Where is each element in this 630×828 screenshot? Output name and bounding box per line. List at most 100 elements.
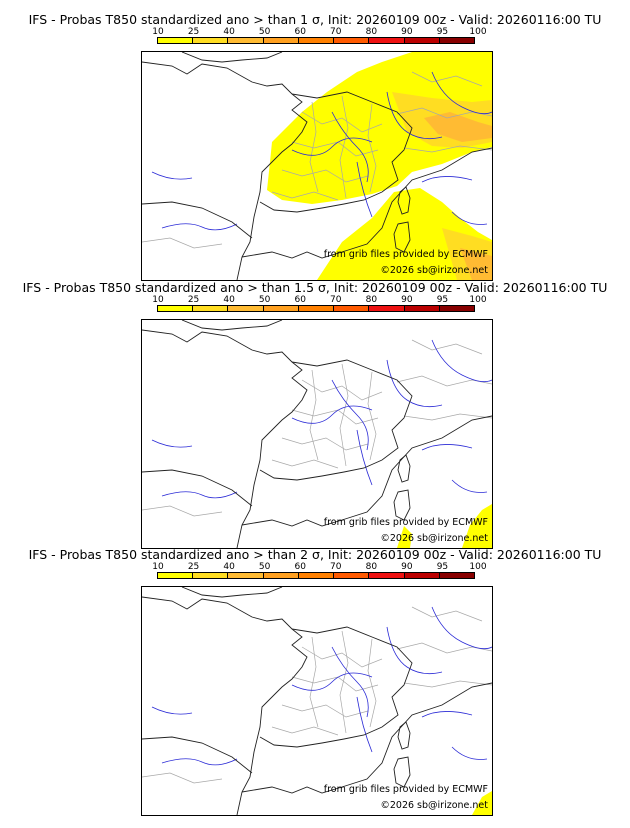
admin-boundary (142, 505, 223, 517)
probability-area (267, 52, 492, 204)
river-line (161, 758, 238, 766)
island-outline (397, 186, 411, 215)
scale-label: 40 (223, 295, 235, 305)
probability-area (397, 526, 412, 548)
island-outline (397, 454, 411, 483)
panel-title: IFS - Probas T850 standardized ano > tha… (22, 280, 608, 295)
admin-boundary (411, 606, 483, 622)
colorbar-segment (263, 38, 299, 43)
scale-label: 90 (401, 562, 413, 572)
river-line (431, 71, 492, 115)
scale-label: 50 (258, 27, 271, 37)
coastline (181, 52, 283, 63)
coastline (142, 201, 253, 239)
coastline (142, 329, 308, 548)
colorbar-segment (334, 573, 370, 578)
admin-boundary (403, 413, 492, 421)
admin-boundary (142, 772, 223, 784)
colorbar-segment (228, 38, 264, 43)
river-line (451, 746, 488, 760)
colorbar-segment (158, 573, 194, 578)
island-outline (393, 221, 411, 253)
scale-label: 70 (330, 562, 342, 572)
river-line (291, 405, 373, 424)
admin-boundary (271, 191, 339, 201)
river-line (151, 171, 193, 180)
colorbar-segment (298, 573, 335, 578)
admin-boundary (281, 437, 369, 451)
river-line (451, 211, 488, 225)
scale-label: 90 (401, 295, 413, 305)
admin-boundary (271, 726, 339, 736)
copyright-credit: ©2026 sb@irizone.net (380, 533, 488, 544)
river-line (151, 439, 193, 448)
admin-boundary (339, 363, 349, 467)
source-credit: from grib files provided by ECMWF (323, 517, 488, 528)
source-credit: from grib files provided by ECMWF (323, 784, 488, 795)
admin-boundary (411, 71, 483, 87)
panel-title: IFS - Probas T850 standardized ano > tha… (28, 547, 602, 562)
probability-area (472, 791, 492, 815)
river-line (386, 91, 443, 140)
coastline (259, 359, 413, 481)
colorbar-segment (193, 38, 229, 43)
colorbar-segment (369, 306, 405, 311)
island-outline (397, 721, 411, 750)
scale-label: 40 (223, 27, 235, 37)
river-line (356, 161, 373, 218)
island-outline (393, 489, 411, 521)
map-canvas (142, 320, 492, 548)
colorbar-segment (404, 573, 440, 578)
probability-area (462, 504, 492, 548)
river-line (291, 137, 373, 156)
coastline (241, 682, 492, 794)
copyright-credit: ©2026 sb@irizone.net (380, 265, 488, 276)
probability-colorbar (157, 305, 475, 312)
coastline (259, 91, 413, 213)
colorbar-segment (228, 306, 264, 311)
colorbar-segment (369, 38, 405, 43)
colorbar-segment (334, 38, 370, 43)
probability-map: from grib files provided by ECMWF ©2026 … (141, 586, 493, 816)
admin-boundary (309, 101, 319, 193)
source-credit: from grib files provided by ECMWF (323, 249, 488, 260)
scale-label: 25 (187, 295, 200, 305)
coastline (259, 626, 413, 748)
colorbar-segment (369, 573, 405, 578)
admin-boundary (411, 339, 483, 355)
scale-label: 95 (436, 562, 449, 572)
probability-map: from grib files provided by ECMWF ©2026 … (141, 319, 493, 549)
coastline (142, 596, 308, 815)
scale-label: 80 (365, 295, 378, 305)
river-line (431, 339, 492, 383)
island-outline (393, 756, 411, 788)
scale-label: 80 (365, 562, 378, 572)
coastline (142, 469, 253, 507)
colorbar-segment (298, 306, 335, 311)
colorbar-segment (439, 38, 474, 43)
probability-colorbar (157, 37, 475, 44)
admin-boundary (281, 169, 369, 183)
river-line (451, 479, 488, 493)
colorbar-segment (193, 306, 229, 311)
scale-label: 100 (469, 27, 487, 37)
scale-label: 25 (187, 562, 200, 572)
admin-boundary (339, 95, 349, 199)
colorbar-segment (263, 306, 299, 311)
colorbar-segment (298, 38, 335, 43)
river-line (421, 711, 473, 718)
scale-label: 80 (365, 27, 378, 37)
probability-area (424, 112, 492, 142)
probability-area (317, 188, 492, 280)
river-line (161, 491, 238, 499)
scale-label: 100 (469, 295, 487, 305)
admin-boundary (309, 369, 319, 461)
river-line (431, 606, 492, 650)
colorbar-segment (334, 306, 370, 311)
admin-boundary (142, 237, 223, 249)
admin-boundary (367, 371, 377, 461)
colorbar-segment (404, 38, 440, 43)
river-line (331, 646, 369, 718)
map-canvas (142, 52, 492, 280)
colorbar-segment (404, 306, 440, 311)
